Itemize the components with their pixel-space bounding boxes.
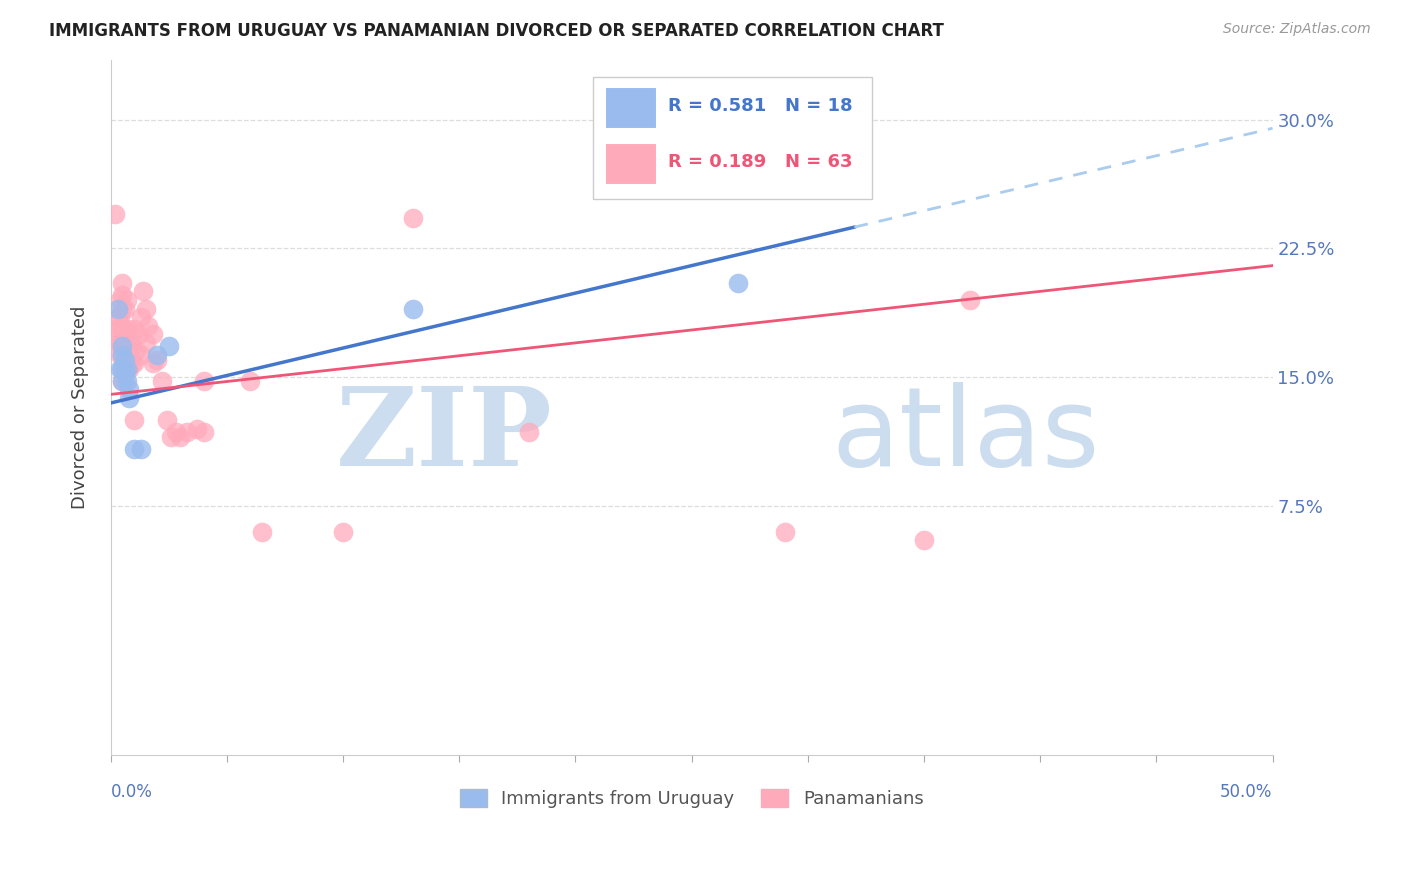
Point: [111, 374, 134, 388]
Point: [118, 327, 141, 342]
Point: [122, 413, 145, 427]
Point: [111, 276, 134, 290]
Point: [128, 327, 150, 342]
Point: [118, 391, 141, 405]
Point: [111, 361, 134, 376]
Point: [125, 344, 148, 359]
Point: [193, 374, 215, 388]
Point: [111, 361, 134, 376]
Point: [115, 348, 138, 362]
Point: [142, 327, 165, 342]
Point: [115, 322, 138, 336]
Point: [239, 374, 262, 388]
Legend: Immigrants from Uruguay, Panamanians: Immigrants from Uruguay, Panamanians: [453, 781, 931, 815]
Point: [129, 442, 152, 457]
Point: [727, 276, 749, 290]
Point: [155, 413, 177, 427]
Point: [118, 361, 141, 376]
Point: [114, 374, 136, 388]
Text: R = 0.581: R = 0.581: [668, 97, 766, 115]
Point: [165, 425, 187, 439]
Point: [114, 344, 136, 359]
Point: [111, 335, 134, 350]
Point: [912, 533, 935, 548]
Point: [136, 318, 159, 333]
Point: [111, 287, 134, 301]
Point: [402, 211, 425, 225]
Point: [250, 524, 273, 539]
FancyBboxPatch shape: [605, 87, 657, 129]
Point: [108, 348, 131, 362]
Point: [160, 430, 183, 444]
Point: [111, 339, 134, 353]
Text: N = 63: N = 63: [785, 153, 852, 170]
Point: [111, 374, 134, 388]
Point: [118, 382, 141, 396]
Point: [135, 335, 157, 350]
Point: [169, 430, 191, 444]
Point: [115, 293, 138, 307]
Point: [107, 322, 129, 336]
Point: [111, 301, 134, 316]
Point: [129, 348, 152, 362]
Text: ZIP: ZIP: [336, 382, 553, 489]
Point: [118, 344, 141, 359]
Point: [959, 293, 981, 307]
Point: [114, 365, 136, 379]
Point: [114, 322, 136, 336]
Point: [402, 301, 425, 316]
Point: [111, 348, 134, 362]
FancyBboxPatch shape: [605, 143, 657, 185]
Point: [122, 322, 145, 336]
Text: IMMIGRANTS FROM URUGUAY VS PANAMANIAN DIVORCED OR SEPARATED CORRELATION CHART: IMMIGRANTS FROM URUGUAY VS PANAMANIAN DI…: [49, 22, 943, 40]
Point: [114, 361, 136, 376]
Point: [142, 356, 165, 370]
Point: [107, 310, 129, 325]
Point: [129, 310, 152, 325]
Point: [107, 301, 129, 316]
Point: [115, 361, 138, 376]
Point: [132, 285, 155, 299]
Point: [107, 335, 129, 350]
Point: [115, 361, 138, 376]
Point: [115, 335, 138, 350]
Text: N = 18: N = 18: [785, 97, 852, 115]
Point: [122, 356, 145, 370]
Point: [332, 524, 354, 539]
Point: [121, 356, 143, 370]
Text: atlas: atlas: [831, 382, 1099, 489]
FancyBboxPatch shape: [593, 77, 872, 199]
Point: [104, 207, 127, 221]
Point: [517, 425, 540, 439]
Point: [115, 374, 138, 388]
Text: Source: ZipAtlas.com: Source: ZipAtlas.com: [1223, 22, 1371, 37]
Point: [150, 374, 173, 388]
Point: [146, 348, 169, 362]
Point: [186, 422, 208, 436]
Point: [157, 339, 180, 353]
Y-axis label: Divorced or Separated: Divorced or Separated: [72, 306, 89, 509]
Point: [773, 524, 796, 539]
Point: [135, 301, 157, 316]
Point: [114, 353, 136, 368]
Point: [193, 425, 215, 439]
Text: 0.0%: 0.0%: [111, 782, 153, 801]
Point: [108, 361, 131, 376]
Point: [121, 339, 143, 353]
Point: [108, 310, 131, 325]
Text: R = 0.189: R = 0.189: [668, 153, 766, 170]
Point: [111, 322, 134, 336]
Point: [108, 322, 131, 336]
Point: [108, 293, 131, 307]
Point: [108, 335, 131, 350]
Point: [146, 353, 169, 368]
Point: [176, 425, 198, 439]
Point: [114, 301, 136, 316]
Point: [122, 442, 145, 457]
Point: [111, 348, 134, 362]
Text: 50.0%: 50.0%: [1220, 782, 1272, 801]
